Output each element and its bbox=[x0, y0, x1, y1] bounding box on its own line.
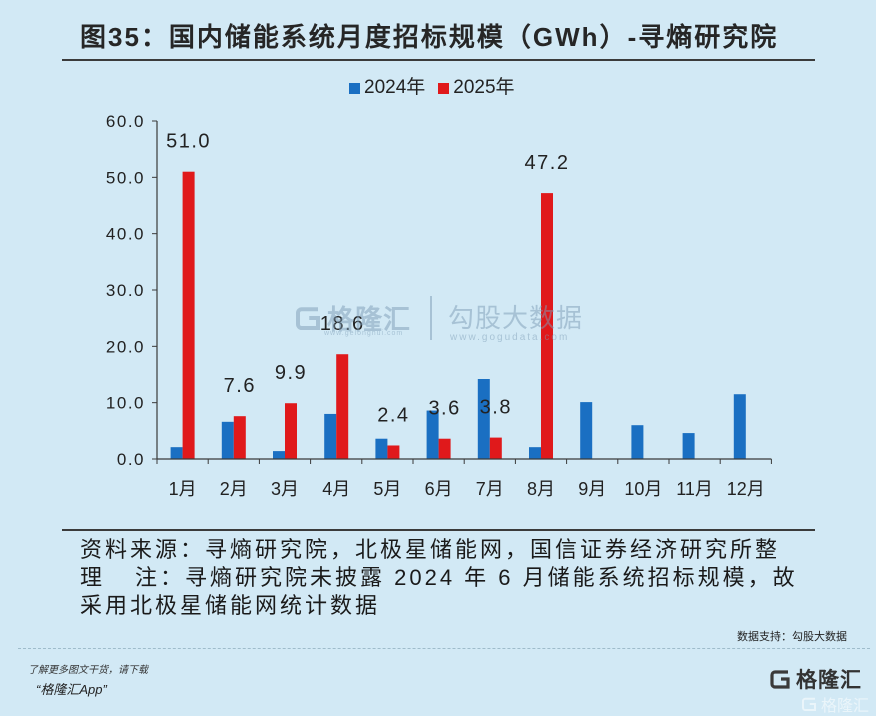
gelonghui-g-icon bbox=[802, 697, 816, 711]
legend-item-2024: 2024年 bbox=[349, 75, 425, 101]
y-tick-label: 20.0 bbox=[106, 337, 145, 356]
data-label-2025-m2: 7.6 bbox=[224, 375, 256, 397]
y-tick-label: 60.0 bbox=[106, 112, 145, 131]
bar-2024-m11 bbox=[682, 433, 695, 459]
gelonghui-logo: 格隆汇 bbox=[768, 664, 862, 694]
bar-2025-m1 bbox=[182, 171, 195, 459]
bar-2024-m10 bbox=[631, 425, 644, 459]
x-tick-label: 7月 bbox=[476, 479, 504, 499]
bar-2024-m7 bbox=[477, 379, 490, 459]
data-label-2025-m5: 2.4 bbox=[377, 404, 409, 426]
legend-item-2025: 2025年 bbox=[438, 75, 515, 101]
x-tick-label: 1月 bbox=[169, 479, 197, 499]
data-label-2025-m6: 3.6 bbox=[428, 398, 460, 420]
corner-watermark: 格隆汇 bbox=[800, 692, 869, 716]
x-tick-label: 9月 bbox=[578, 479, 606, 499]
bar-2024-m9 bbox=[580, 402, 593, 459]
source-text: 资料来源：寻熵研究院，北极星储能网，国信证券经济研究所整理 bbox=[80, 537, 781, 590]
x-tick-label: 5月 bbox=[373, 479, 401, 499]
bar-2024-m6 bbox=[426, 410, 439, 459]
bar-2024-m3 bbox=[273, 451, 285, 459]
data-support-credit: 数据支持：勾股大数据 bbox=[737, 631, 847, 643]
bar-2024-m2 bbox=[221, 421, 234, 459]
bar-2024-m12 bbox=[733, 394, 746, 459]
bar-2025-m4 bbox=[336, 354, 349, 459]
x-tick-label: 10月 bbox=[624, 479, 662, 499]
data-label-2025-m7: 3.8 bbox=[480, 397, 512, 419]
bar-2025-m8 bbox=[541, 193, 553, 459]
legend-swatch-2024 bbox=[349, 82, 360, 94]
download-promo-text: 了解更多图文干货，请下载 bbox=[28, 665, 148, 676]
source-note: 资料来源：寻熵研究院，北极星储能网，国信证券经济研究所整理 注：寻熵研究院未披露 … bbox=[80, 536, 798, 620]
bar-2025-m3 bbox=[285, 403, 297, 459]
legend-label-2024: 2024年 bbox=[364, 77, 426, 98]
note-text: 注：寻熵研究院未披露 2024 年 6 月储能系统招标规模，故采用北极星储能网统… bbox=[80, 565, 798, 618]
x-tick-label: 8月 bbox=[527, 479, 555, 499]
data-label-2025-m3: 9.9 bbox=[275, 362, 307, 384]
bar-2025-m5 bbox=[387, 445, 400, 459]
legend-swatch-2025 bbox=[438, 82, 450, 94]
bar-2024-m5 bbox=[375, 438, 388, 459]
corner-watermark-text: 格隆汇 bbox=[821, 698, 870, 715]
bar-2024-m8 bbox=[529, 447, 541, 459]
legend-label-2025: 2025年 bbox=[453, 77, 515, 98]
x-tick-label: 4月 bbox=[322, 479, 350, 499]
y-tick-label: 40.0 bbox=[106, 225, 145, 244]
footer-divider bbox=[18, 648, 870, 649]
x-tick-label: 12月 bbox=[727, 479, 765, 499]
chart-title: 图35：国内储能系统月度招标规模（GWh）-寻熵研究院 bbox=[80, 22, 779, 52]
y-tick-label: 30.0 bbox=[106, 281, 145, 300]
source-divider bbox=[62, 529, 815, 531]
bar-2025-m6 bbox=[438, 438, 451, 459]
chart-legend: 2024年 2025年 bbox=[349, 75, 528, 101]
bar-2025-m7 bbox=[489, 437, 502, 459]
bar-chart: 51.0 7.6 9.9 18.6 2.4 3.6 3.8 47.2 0.0 10.0 20.0 30… bbox=[106, 112, 772, 499]
bar-2024-m1 bbox=[170, 447, 183, 459]
y-tick-label: 50.0 bbox=[106, 168, 145, 187]
x-tick-label: 2月 bbox=[220, 479, 248, 499]
title-divider bbox=[62, 59, 815, 61]
x-tick-label: 11月 bbox=[676, 479, 713, 499]
gelonghui-g-icon bbox=[770, 670, 790, 689]
logo-text: 格隆汇 bbox=[796, 669, 862, 692]
x-tick-label: 3月 bbox=[271, 479, 299, 499]
y-tick-label: 0.0 bbox=[117, 450, 145, 469]
bar-2025-m2 bbox=[233, 416, 246, 459]
app-name-text: “格隆汇App” bbox=[36, 682, 107, 697]
bar-2024-m4 bbox=[324, 413, 337, 459]
data-label-2025-m4: 18.6 bbox=[320, 313, 365, 335]
y-tick-label: 10.0 bbox=[106, 394, 145, 413]
data-label-2025-m8: 47.2 bbox=[525, 152, 570, 174]
x-tick-label: 6月 bbox=[425, 479, 453, 499]
data-label-2025-m1: 51.0 bbox=[166, 131, 211, 153]
